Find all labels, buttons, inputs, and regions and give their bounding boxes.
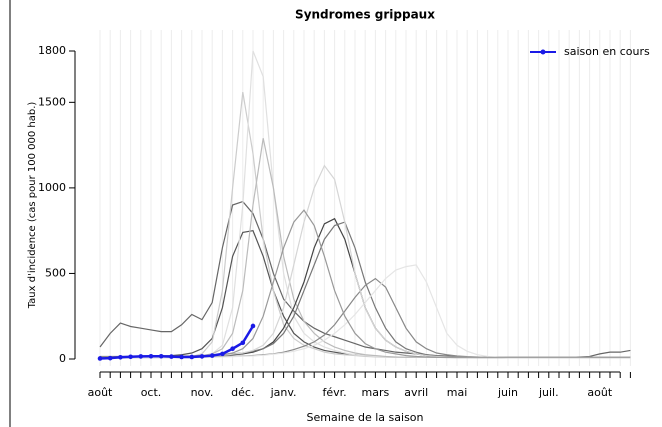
x-tick-label: déc. — [231, 386, 254, 399]
legend-swatch-point — [540, 49, 546, 55]
chart-title: Syndromes grippaux — [295, 8, 435, 22]
y-tick-label: 1800 — [38, 44, 66, 57]
x-tick-label: juil. — [538, 386, 559, 399]
x-tick-label: juin — [497, 386, 518, 399]
y-tick-label: 0 — [59, 352, 66, 365]
point — [138, 354, 144, 359]
point — [118, 354, 123, 360]
x-tick-label: avril — [404, 386, 428, 399]
point — [220, 351, 225, 357]
point — [97, 356, 103, 361]
point — [199, 354, 205, 359]
x-tick-label: oct. — [141, 386, 162, 399]
point — [230, 346, 235, 352]
current-line — [99, 325, 255, 360]
x-tick-label: janv. — [270, 386, 297, 399]
point — [169, 354, 174, 359]
point — [209, 353, 215, 358]
legend-label: saison en cours — [564, 45, 650, 58]
point — [240, 340, 246, 346]
x-tick-label: févr. — [323, 386, 347, 399]
point — [107, 355, 113, 361]
point — [189, 354, 195, 360]
y-axis-label: Taux d'incidence (cas pour 100 000 hab.) — [27, 102, 38, 310]
x-tick-label: mars — [362, 386, 390, 399]
point — [158, 353, 164, 359]
point — [128, 354, 133, 360]
x-axis-label: Semaine de la saison — [307, 411, 424, 424]
x-tick-label: mai — [447, 386, 468, 399]
y-tick-label: 1000 — [38, 181, 66, 194]
x-tick-label: nov. — [191, 386, 214, 399]
y-tick-label: 500 — [45, 266, 66, 279]
point — [179, 354, 184, 360]
x-tick-label: août — [88, 386, 113, 399]
point — [250, 323, 256, 329]
y-tick-label: 1500 — [38, 95, 66, 108]
point — [148, 353, 154, 359]
x-tick-label: août — [587, 386, 612, 399]
